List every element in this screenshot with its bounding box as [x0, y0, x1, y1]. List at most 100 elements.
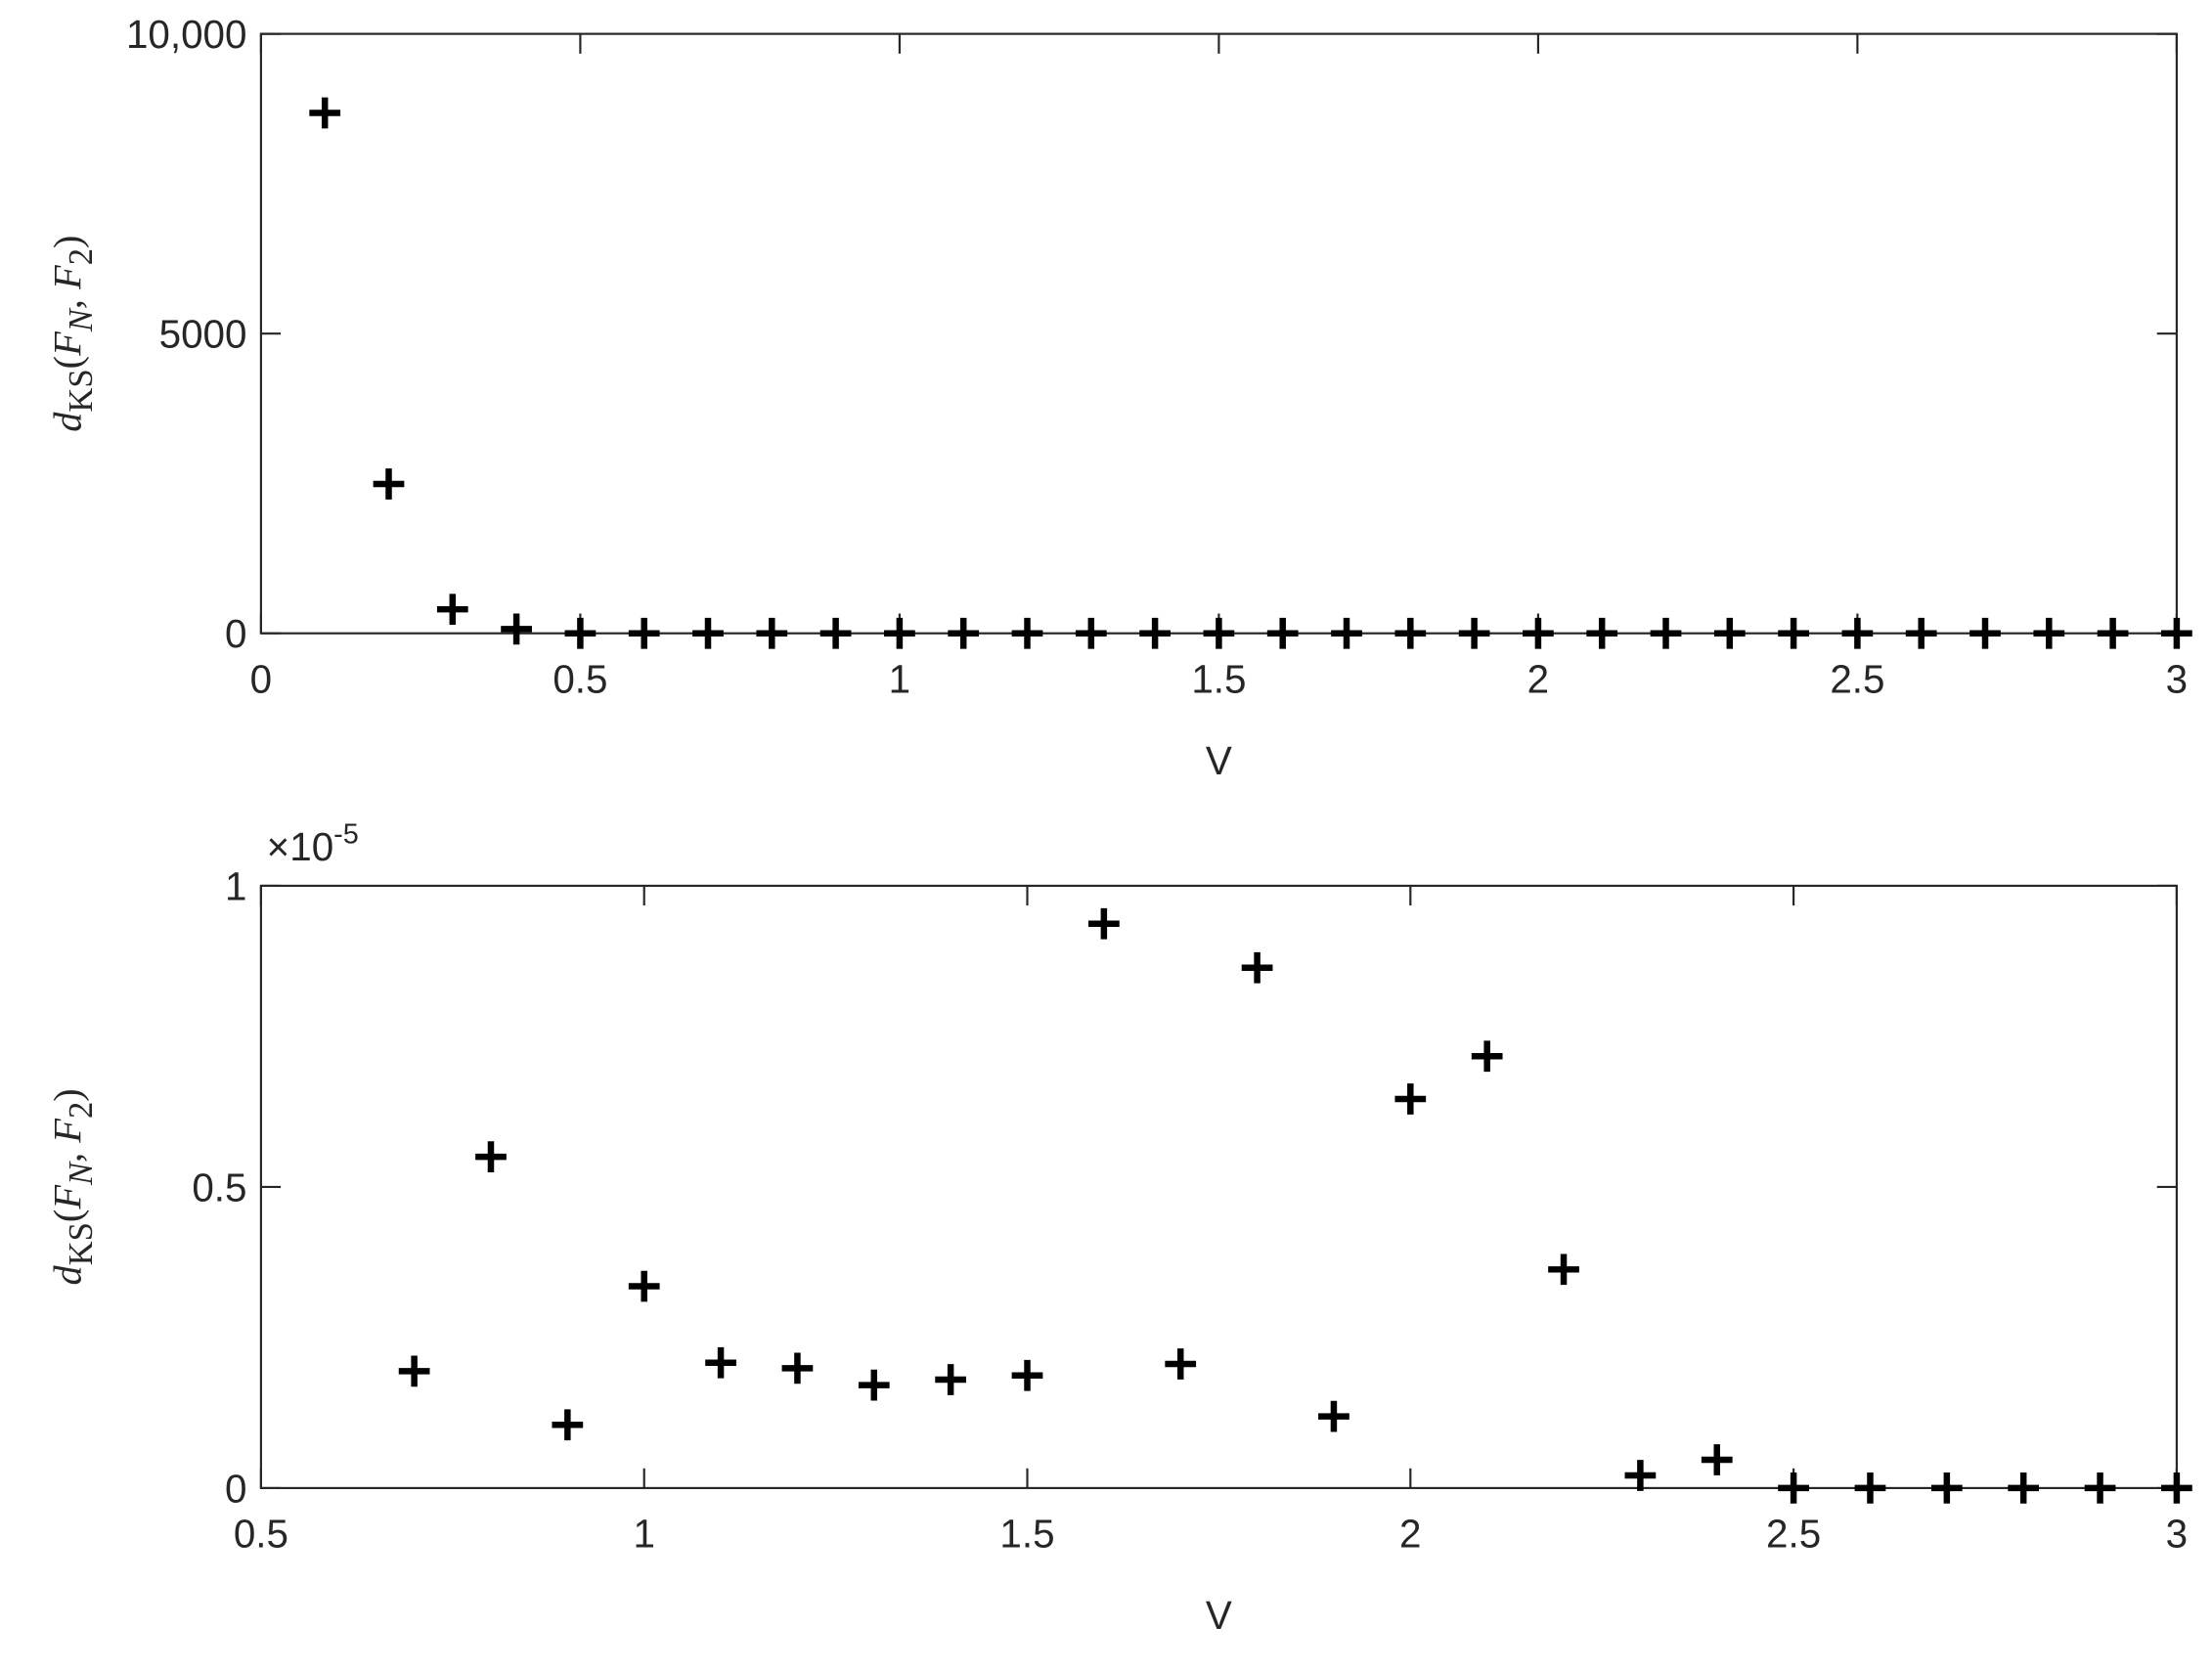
subscript: N: [63, 307, 100, 332]
marker: [781, 1352, 814, 1384]
subscript: N: [63, 1161, 100, 1186]
marker: [1548, 1253, 1579, 1286]
marker: [1075, 617, 1107, 649]
marker: [475, 1141, 507, 1172]
marker: [884, 617, 915, 649]
marker: [1778, 1472, 1809, 1504]
x-tick-label: 1.5: [999, 1511, 1054, 1556]
x-tick-label: 3: [2166, 1511, 2188, 1556]
marker: [1969, 617, 2001, 649]
marker: [1266, 617, 1299, 649]
x-tick-label: 2: [1399, 1511, 1421, 1556]
marker: [1011, 617, 1043, 649]
marker: [1650, 617, 1682, 649]
marker: [2033, 617, 2065, 649]
marker: [756, 617, 788, 649]
marker: [1087, 907, 1120, 940]
marker: [1624, 1460, 1657, 1491]
y-tick-label: 5000: [159, 312, 247, 357]
marker: [398, 1355, 430, 1387]
multiplier-base: ×10: [267, 824, 334, 869]
subscript: KS: [63, 369, 100, 412]
marker: [2084, 1472, 2116, 1504]
marker: [1778, 617, 1809, 649]
x-tick-label: 0: [250, 656, 272, 701]
marker: [1394, 617, 1427, 649]
label-part: F: [45, 331, 89, 357]
marker: [1713, 617, 1746, 649]
label-part: ): [45, 236, 89, 248]
label-part: (: [45, 356, 89, 369]
marker: [1458, 617, 1490, 649]
marker: [1011, 1359, 1043, 1391]
marker: [1471, 1040, 1503, 1073]
marker: [1318, 1400, 1349, 1432]
marker: [501, 613, 532, 645]
marker: [1854, 1472, 1886, 1504]
y-tick-label: 1: [225, 863, 246, 908]
label-part: d: [45, 1265, 89, 1286]
marker: [935, 1364, 967, 1395]
y-tick-label: 0: [225, 1466, 246, 1511]
x-tick-label: 2.5: [1830, 656, 1884, 701]
marker: [819, 617, 852, 649]
y-multiplier: ×10-5: [267, 819, 359, 869]
axes-frame: [259, 884, 2178, 1489]
x-axis-label: V: [1206, 1593, 1232, 1638]
marker: [552, 1409, 584, 1441]
y-tick-label: 10,000: [126, 12, 247, 57]
marker: [309, 97, 341, 129]
x-tick-label: 1: [633, 1511, 654, 1556]
y-tick-label: 0.5: [192, 1165, 246, 1209]
marker: [1331, 617, 1362, 649]
marker: [1139, 617, 1171, 649]
x-axis-label: V: [1206, 738, 1232, 783]
marker: [2008, 1472, 2040, 1504]
label-part: F: [45, 1119, 89, 1144]
subscript: 2: [63, 1102, 100, 1119]
x-tick-label: 3: [2166, 656, 2188, 701]
marker: [692, 617, 724, 649]
x-tick-label: 1.5: [1191, 656, 1246, 701]
marker: [948, 617, 980, 649]
label-part: (: [45, 1209, 89, 1222]
y-tick-label: 0: [225, 611, 246, 656]
marker: [436, 593, 468, 626]
label-part: d: [45, 412, 89, 432]
marker: [2161, 1472, 2192, 1504]
marker: [1930, 1472, 1963, 1504]
x-tick-label: 0.5: [234, 1511, 288, 1556]
y-axis-label: dKS​(FN​, F2​): [45, 1088, 100, 1285]
marker: [1394, 1083, 1427, 1115]
marker: [1203, 617, 1235, 649]
x-tick-label: 2.5: [1766, 1511, 1821, 1556]
marker: [1701, 1444, 1733, 1475]
y-axis-label: dKS​(FN​, F2​): [45, 236, 100, 432]
marker: [1841, 617, 1874, 649]
label-part: ,: [45, 1143, 89, 1163]
marker: [1523, 617, 1554, 649]
x-tick-label: 0.5: [553, 656, 607, 701]
axes-frame: [259, 32, 2178, 635]
x-tick-label: 1: [889, 656, 910, 701]
marker: [1165, 1348, 1197, 1380]
marker: [1241, 951, 1273, 984]
marker: [373, 468, 405, 500]
marker: [1905, 617, 1937, 649]
multiplier-exponent: -5: [333, 819, 359, 851]
marker: [1586, 617, 1618, 649]
marker: [858, 1369, 890, 1401]
marker: [564, 617, 597, 649]
label-part: ,: [45, 289, 89, 309]
label-part: F: [45, 265, 89, 290]
label-part: F: [45, 1185, 89, 1210]
marker: [2161, 617, 2192, 649]
x-tick-label: 2: [1527, 656, 1549, 701]
marker: [2097, 617, 2129, 649]
marker: [705, 1346, 736, 1379]
marker: [628, 617, 660, 649]
subscript: 2: [63, 248, 100, 265]
subscript: KS: [63, 1222, 100, 1265]
